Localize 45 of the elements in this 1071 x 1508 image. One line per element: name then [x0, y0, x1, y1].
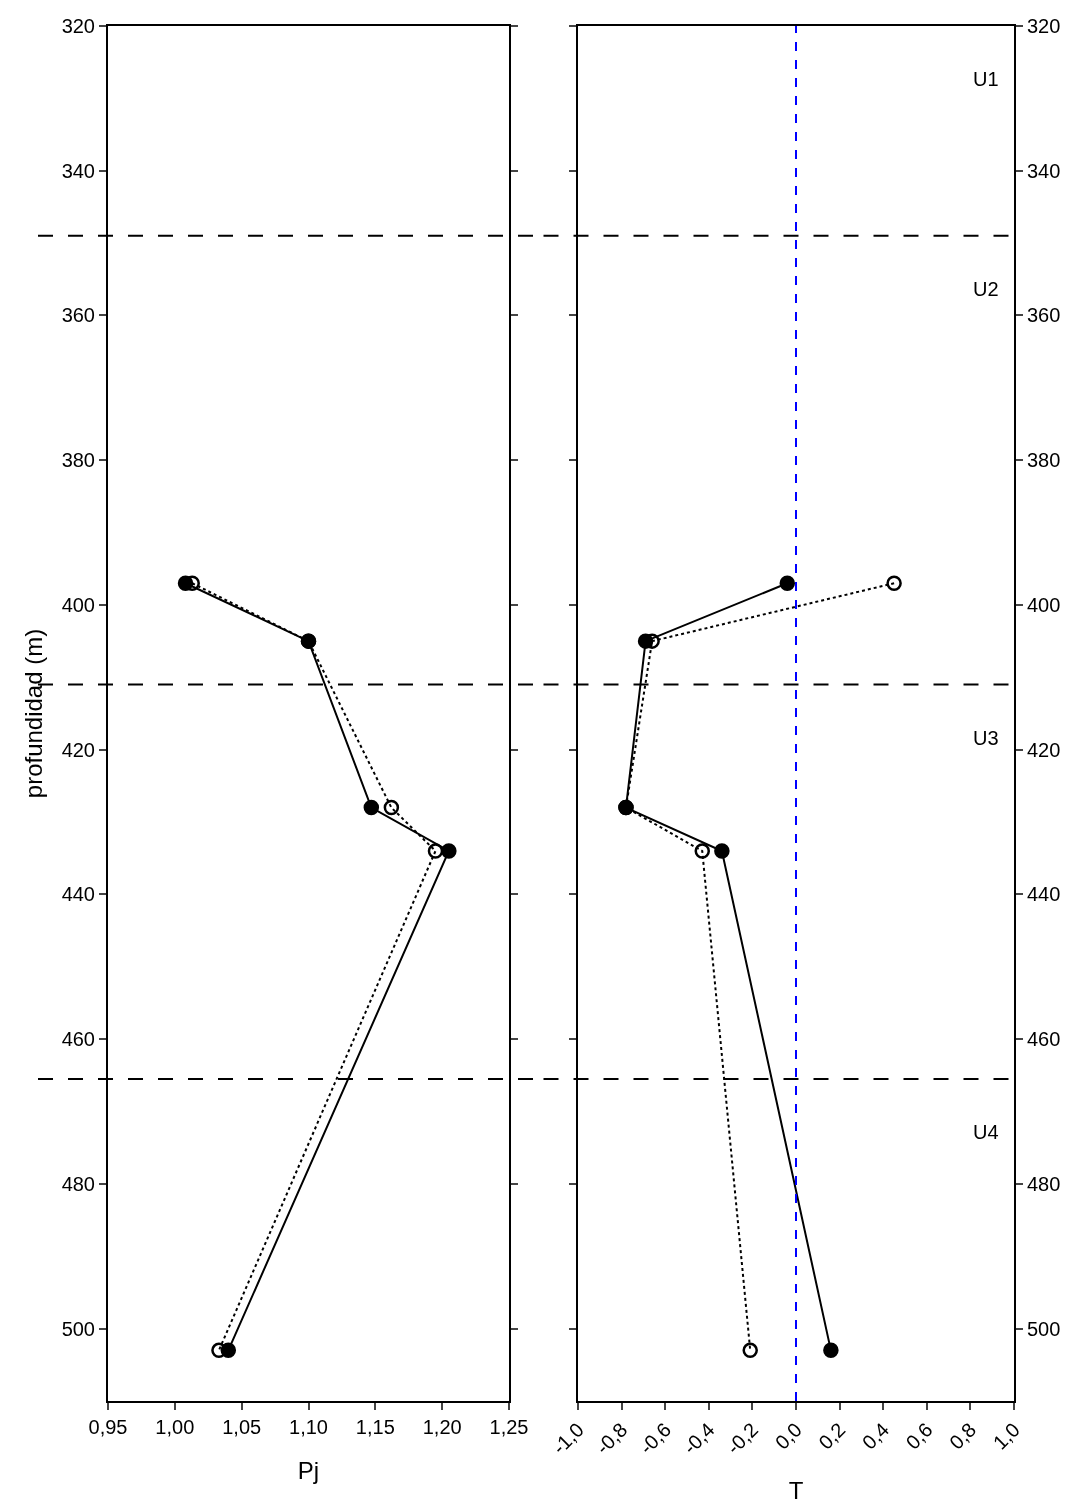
- y-tick-label: 400: [61, 593, 95, 616]
- y2-tick-label: 340: [1027, 159, 1061, 182]
- y-tick-label: 500: [61, 1317, 95, 1340]
- y2-tick-label: 360: [1027, 304, 1061, 327]
- y-tick-label: 460: [61, 1028, 95, 1051]
- y-tick-label: 480: [61, 1172, 95, 1195]
- x-tick-label: 0,6: [901, 1418, 937, 1454]
- x-tick-label: 0,2: [814, 1418, 850, 1454]
- x-tick-label: 1,25: [489, 1416, 529, 1438]
- y-tick-label: 320: [61, 15, 95, 37]
- x-tick-label: -0,2: [722, 1418, 763, 1459]
- x-tick-label: -0,6: [635, 1418, 676, 1459]
- x-tick-label: 1,15: [355, 1416, 395, 1438]
- x-tick-label: -1,0: [547, 1418, 588, 1459]
- annotation: U2: [973, 278, 999, 300]
- y2-tick-label: 380: [1027, 449, 1061, 472]
- x-axis-title: Pj: [297, 1456, 320, 1484]
- x-tick-label: 0,4: [857, 1418, 894, 1454]
- x-tick-label: -0,8: [591, 1418, 632, 1459]
- annotation: U1: [973, 68, 999, 90]
- x-tick-label: 1,0: [988, 1418, 1024, 1454]
- y2-tick-label: 460: [1027, 1028, 1061, 1051]
- y2-tick-label: 440: [1027, 883, 1061, 906]
- y-tick-label: 420: [61, 738, 95, 761]
- y-tick-label: 440: [61, 883, 95, 906]
- x-tick-label: 0,95: [88, 1416, 128, 1438]
- x-tick-label: 1,20: [422, 1416, 462, 1438]
- y-axis-title: profundidad (m): [20, 628, 48, 799]
- y2-tick-label: 320: [1027, 15, 1061, 37]
- y2-tick-label: 420: [1027, 738, 1061, 761]
- x-tick-label: 0,8: [945, 1418, 981, 1454]
- y-tick-label: 360: [61, 304, 95, 327]
- y-tick-label: 380: [61, 449, 95, 472]
- x-tick-label: 0,0: [770, 1418, 806, 1454]
- y2-tick-label: 500: [1027, 1317, 1061, 1340]
- x-tick-label: 1,05: [222, 1416, 262, 1438]
- annotation: U3: [973, 727, 999, 749]
- y2-tick-label: 480: [1027, 1172, 1061, 1195]
- x-tick-label: 1,00: [155, 1416, 195, 1438]
- x-axis-title: T: [788, 1477, 804, 1505]
- x-tick-label: 1,10: [289, 1416, 328, 1438]
- x-tick-label: -0,4: [678, 1418, 719, 1459]
- annotation: U4: [973, 1121, 999, 1143]
- y-tick-label: 340: [61, 159, 95, 182]
- y2-tick-label: 400: [1027, 593, 1061, 616]
